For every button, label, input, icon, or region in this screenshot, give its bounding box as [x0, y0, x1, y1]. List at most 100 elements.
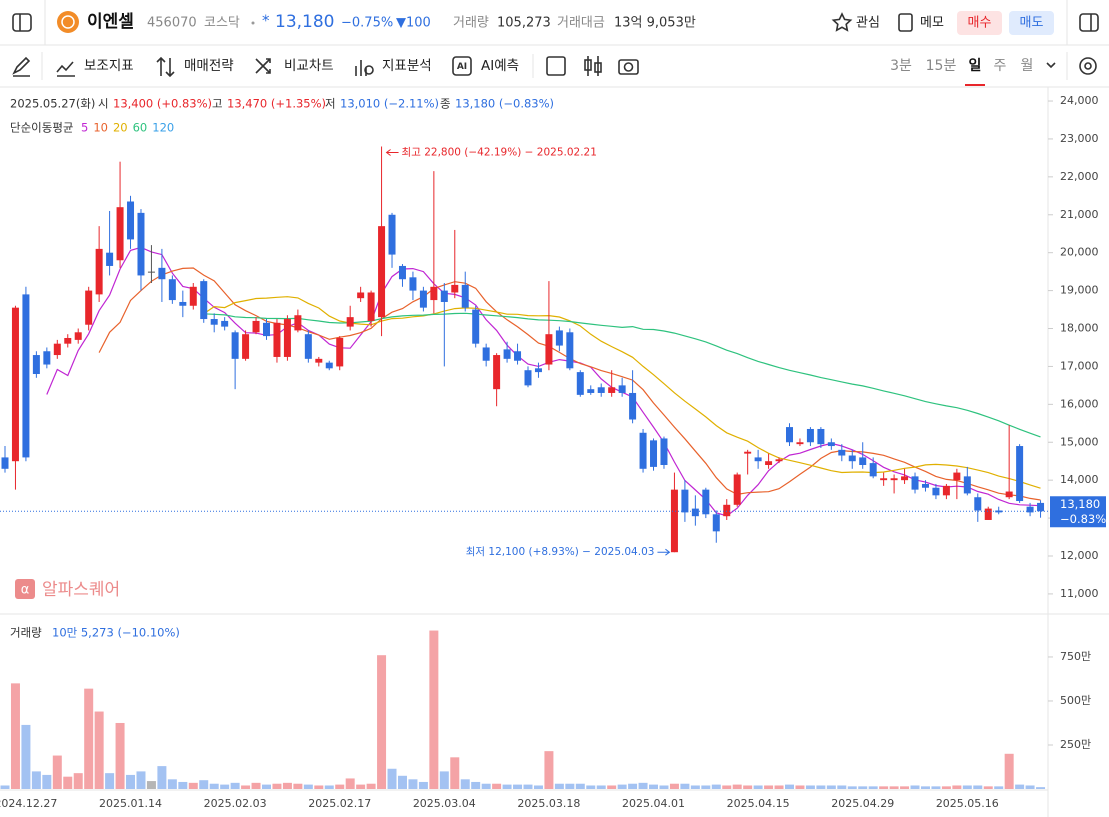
- volume-bar: [910, 785, 920, 789]
- volume-bar: [973, 785, 983, 789]
- interval-button[interactable]: 주: [994, 58, 1007, 74]
- interval-button-active[interactable]: 일: [969, 58, 982, 74]
- x-tick-label: 2025.03.18: [517, 797, 580, 810]
- tool-button[interactable]: 비교차트: [284, 58, 334, 74]
- moving-average-line: [203, 312, 1041, 438]
- volume-bar: [785, 784, 794, 789]
- more-intervals[interactable]: [1046, 62, 1056, 69]
- volume-bar: [471, 781, 481, 789]
- sidebar-toggle[interactable]: [12, 13, 32, 32]
- info-label: 고: [212, 97, 223, 111]
- candle-body: [880, 478, 888, 481]
- x-tick-label: 2025.02.17: [308, 797, 371, 810]
- candle-body: [137, 212, 145, 276]
- candle-body: [597, 387, 605, 393]
- tool-button[interactable]: 보조지표: [84, 58, 134, 74]
- candle-body: [252, 320, 260, 333]
- volume-bar: [565, 783, 575, 789]
- volume-bar: [628, 783, 638, 789]
- volume-bar: [408, 779, 418, 789]
- candle-body: [503, 349, 511, 359]
- camera-icon[interactable]: [618, 59, 639, 75]
- volume-bar: [314, 785, 324, 789]
- compare-icon: [255, 58, 271, 74]
- change-pct: −0.75%: [341, 16, 393, 31]
- sell-button-bg[interactable]: [1009, 11, 1054, 35]
- analysis-icon: [364, 65, 374, 75]
- last-change-label: −0.83%: [1060, 512, 1106, 526]
- volume-bar: [345, 778, 355, 789]
- volume-bar: [21, 724, 31, 789]
- volume-bar: [743, 785, 753, 789]
- interval-button[interactable]: 15분: [926, 58, 957, 74]
- volume-bar: [533, 785, 543, 789]
- volume-bar: [554, 783, 564, 789]
- candle-body: [189, 286, 197, 306]
- interval-button[interactable]: 3분: [890, 58, 912, 74]
- camera-icon: [623, 62, 634, 72]
- candle-body: [1016, 446, 1024, 502]
- candle-body: [963, 476, 971, 494]
- volume-bar: [544, 751, 554, 789]
- volume-bar: [272, 783, 282, 789]
- volume-bar: [84, 688, 94, 789]
- buy-button[interactable]: 매수: [968, 16, 992, 31]
- candle-icon: [584, 59, 592, 71]
- settings-icon[interactable]: [1079, 57, 1097, 75]
- volume-bar: [199, 780, 209, 789]
- interval-button[interactable]: 월: [1021, 58, 1034, 74]
- candle-body: [838, 449, 846, 456]
- volume-bar: [513, 784, 523, 789]
- watch-button[interactable]: 관심: [856, 16, 880, 31]
- candle-body: [95, 248, 103, 295]
- candle-body: [43, 351, 51, 365]
- candle-body: [566, 332, 574, 369]
- panel-toggle[interactable]: [1079, 13, 1099, 32]
- volume-bar: [178, 781, 188, 789]
- draw-tool[interactable]: [12, 56, 31, 77]
- info-value: 13,010 (−2.11%): [340, 97, 439, 111]
- candle-body: [796, 442, 804, 445]
- candle-body: [744, 451, 752, 454]
- buy-button-bg[interactable]: [957, 11, 1002, 35]
- y-tick-label: 18,000: [1060, 322, 1099, 335]
- candle-body: [775, 459, 783, 462]
- low-arrow: [657, 548, 671, 556]
- header: 이엔셀 456070 코스닥 * 13,180 −0.75% ▼100 거래량 …: [0, 0, 1109, 46]
- memo-button[interactable]: 메모: [920, 16, 944, 31]
- analysis-icon: [355, 60, 367, 76]
- candle-body: [22, 294, 30, 458]
- ma-legend-entry: 10: [93, 121, 108, 135]
- volume-bar: [711, 784, 721, 789]
- candle-body: [1, 457, 9, 469]
- candle-body: [440, 290, 448, 302]
- moving-average-line: [203, 296, 1041, 489]
- volume-bar: [126, 774, 136, 789]
- volume-bar: [795, 785, 805, 789]
- star-icon: [831, 12, 853, 32]
- y-tick-label: 23,000: [1060, 132, 1099, 145]
- candle-body: [921, 483, 929, 488]
- tool-button[interactable]: 매매전략: [184, 58, 234, 74]
- volume-bar: [418, 781, 428, 789]
- candle-body: [733, 474, 741, 505]
- y-tick-label: 15,000: [1060, 435, 1099, 448]
- star-mark: *: [262, 12, 270, 30]
- tool-button[interactable]: AI예측: [481, 58, 519, 74]
- volume-bar: [136, 771, 146, 789]
- volume-bar: [251, 782, 261, 789]
- candle-body: [294, 315, 302, 331]
- candle-body: [357, 292, 365, 299]
- checkbox[interactable]: [546, 56, 566, 76]
- candle-icon[interactable]: [587, 56, 599, 76]
- tool-button[interactable]: 지표분석: [382, 58, 432, 74]
- volume-bar: [241, 785, 251, 789]
- candle-body: [346, 317, 354, 327]
- candle-body: [524, 370, 532, 386]
- x-tick-label: 2024.12.27: [0, 797, 57, 810]
- ai-icon-text: AI: [457, 62, 467, 72]
- volume-bar: [94, 711, 104, 789]
- sell-button[interactable]: 매도: [1020, 16, 1044, 31]
- volume-bar: [920, 786, 930, 789]
